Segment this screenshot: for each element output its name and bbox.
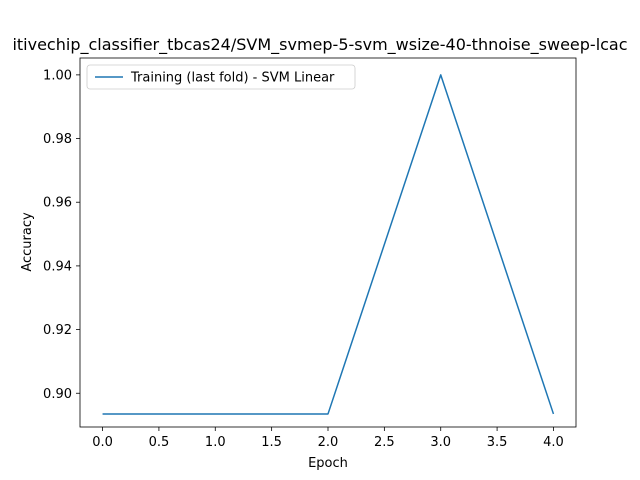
y-tick-label: 0.94 bbox=[43, 259, 72, 274]
legend-frame bbox=[86, 64, 356, 90]
x-tick-label: 2.0 bbox=[318, 435, 339, 450]
legend: Training (last fold) - SVM Linear bbox=[86, 64, 356, 90]
plot-frame bbox=[79, 57, 577, 428]
x-tick-label: 1.5 bbox=[261, 435, 282, 450]
series-layer bbox=[102, 74, 555, 415]
series-line-0 bbox=[102, 74, 555, 415]
x-tick-label: 3.0 bbox=[430, 435, 451, 450]
y-tick-label: 0.98 bbox=[43, 132, 72, 147]
x-tick-label: 1.0 bbox=[205, 435, 226, 450]
y-tick-label: 0.92 bbox=[43, 323, 72, 338]
x-tick-label: 4.0 bbox=[543, 435, 564, 450]
y-tick-label: 1.00 bbox=[43, 68, 72, 83]
y-axis-label: Accuracy bbox=[20, 212, 35, 272]
x-axis-ticks: 0.0 0.5 1.0 1.5 2.0 2.5 3.0 3.5 4.0 bbox=[92, 427, 564, 450]
legend-entry-label: Training (last fold) - SVM Linear bbox=[130, 71, 335, 86]
x-tick-label: 0.5 bbox=[149, 435, 170, 450]
plot-area bbox=[80, 58, 576, 427]
y-tick-label: 0.90 bbox=[43, 387, 72, 402]
x-axis-label: Epoch bbox=[308, 456, 348, 471]
x-tick-label: 3.5 bbox=[487, 435, 508, 450]
x-tick-label: 2.5 bbox=[374, 435, 395, 450]
y-axis-ticks: 0.90 0.92 0.94 0.96 0.98 1.00 bbox=[43, 68, 80, 402]
chart-title: itivechip_classifier_tbcas24/SVM_svmep-5… bbox=[12, 35, 627, 55]
y-tick-label: 0.96 bbox=[43, 196, 72, 211]
x-tick-label: 0.0 bbox=[92, 435, 113, 450]
